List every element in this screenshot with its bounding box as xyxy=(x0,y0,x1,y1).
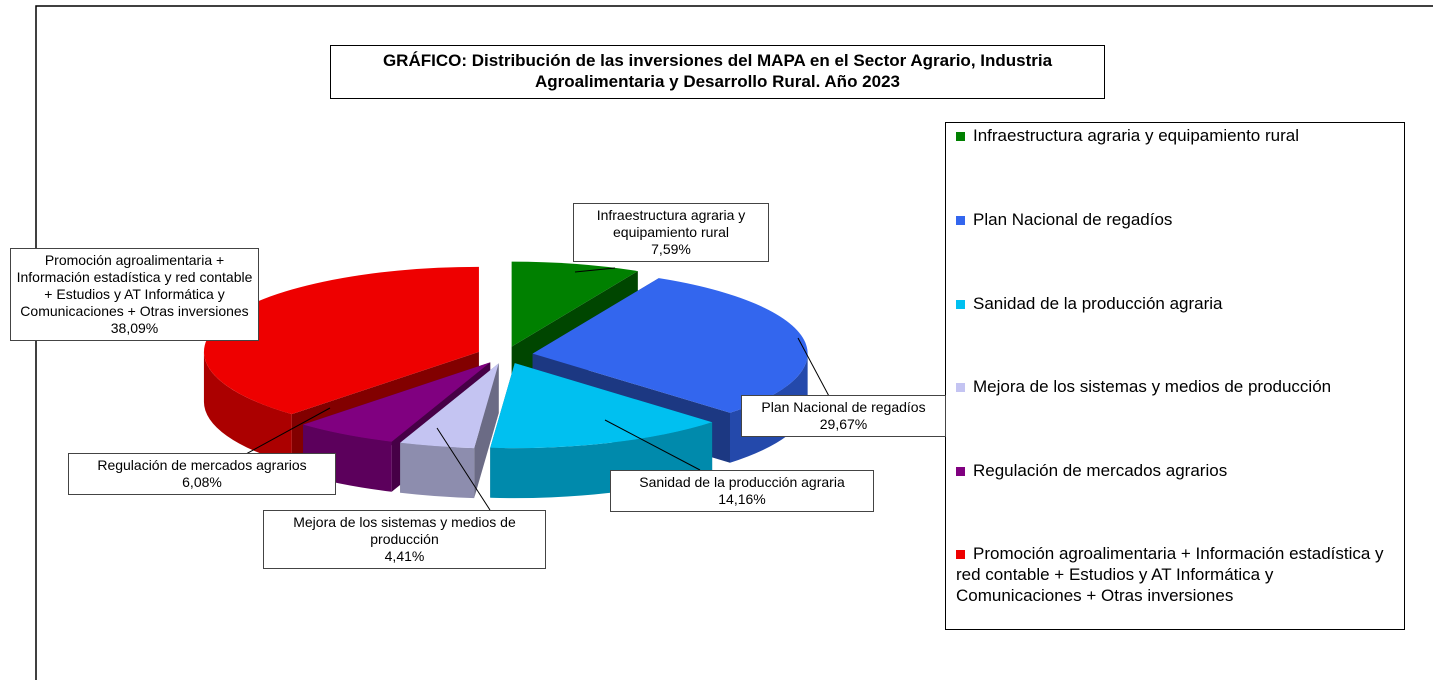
data-label-name: Mejora de los sistemas y medios de produ… xyxy=(293,514,516,547)
legend-entry: Regulación de mercados agrarios xyxy=(956,460,1401,481)
legend-swatch xyxy=(956,550,965,559)
slice xyxy=(532,278,808,413)
legend-label: Sanidad de la producción agraria xyxy=(973,294,1223,313)
data-label-name: Infraestructura agraria y equipamiento r… xyxy=(596,207,746,240)
legend-entry: Infraestructura agraria y equipamiento r… xyxy=(956,125,1401,146)
legend-swatch xyxy=(956,467,965,476)
legend-label: Regulación de mercados agrarios xyxy=(973,461,1228,480)
data-label-value: 7,59% xyxy=(651,241,691,257)
leader-line xyxy=(436,427,491,511)
leader-line xyxy=(797,337,831,399)
legend-swatch xyxy=(956,383,965,392)
legend-entry: Promoción agroalimentaria + Información … xyxy=(956,543,1401,606)
data-label-value: 38,09% xyxy=(110,320,159,336)
legend-label: Plan Nacional de regadíos xyxy=(973,210,1173,229)
slice xyxy=(490,363,713,449)
slice-wall xyxy=(203,351,292,465)
leader-line xyxy=(234,407,331,461)
slice xyxy=(303,362,491,442)
data-label-value: 29,67% xyxy=(819,416,868,432)
slice xyxy=(203,266,479,415)
data-label: Plan Nacional de regadíos 29,67% xyxy=(741,395,946,437)
data-label-name: Plan Nacional de regadíos xyxy=(761,399,926,415)
legend-entry: Sanidad de la producción agraria xyxy=(956,293,1401,314)
data-label: Promoción agroalimentaria + Información … xyxy=(10,248,259,341)
data-label-name: Sanidad de la producción agraria xyxy=(639,474,845,490)
chart-title: GRÁFICO: Distribución de las inversiones… xyxy=(330,45,1105,99)
slice xyxy=(511,261,638,347)
data-label: Infraestructura agraria y equipamiento r… xyxy=(573,203,769,262)
data-label-value: 4,41% xyxy=(384,548,425,564)
data-label-name: Promoción agroalimentaria + Información … xyxy=(16,252,253,319)
legend-entry: Mejora de los sistemas y medios de produ… xyxy=(956,376,1401,397)
frame xyxy=(35,5,1433,680)
leader-line xyxy=(604,419,701,471)
data-label: Mejora de los sistemas y medios de produ… xyxy=(263,510,546,569)
legend-swatch xyxy=(956,216,965,225)
leader-line xyxy=(574,267,616,273)
legend: Infraestructura agraria y equipamiento r… xyxy=(945,122,1405,630)
data-label-value: 14,16% xyxy=(718,491,766,507)
legend-label: Promoción agroalimentaria + Información … xyxy=(956,544,1384,605)
data-label-value: 6,08% xyxy=(182,474,222,490)
data-label-name: Regulación de mercados agrarios xyxy=(97,457,307,473)
legend-label: Infraestructura agraria y equipamiento r… xyxy=(973,126,1299,145)
legend-swatch xyxy=(956,300,965,309)
slice xyxy=(400,363,499,449)
legend-entry: Plan Nacional de regadíos xyxy=(956,209,1401,230)
legend-label: Mejora de los sistemas y medios de produ… xyxy=(973,377,1332,396)
slice-wall xyxy=(400,442,475,499)
data-label: Sanidad de la producción agraria 14,16% xyxy=(610,470,874,512)
legend-swatch xyxy=(956,132,965,141)
data-label: Regulación de mercados agrarios 6,08% xyxy=(68,453,336,495)
